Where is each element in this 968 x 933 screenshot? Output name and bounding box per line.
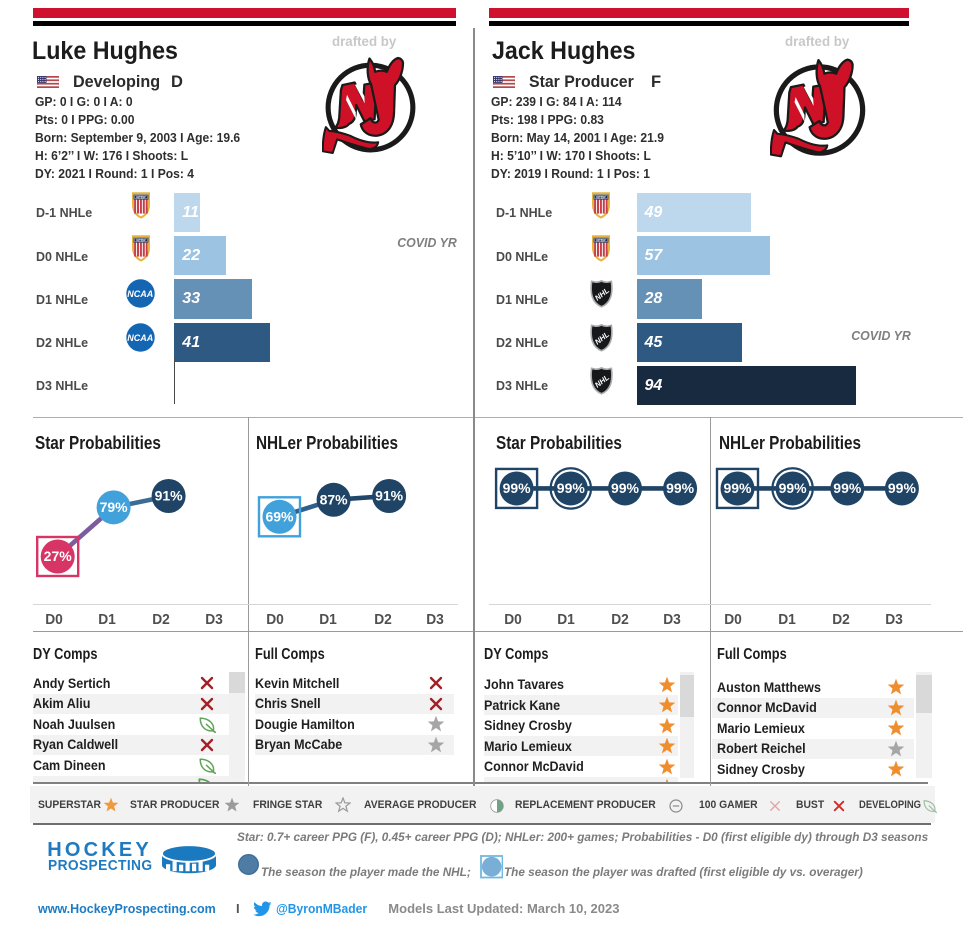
svg-text:99%: 99% xyxy=(888,480,917,496)
svg-text:NCAA: NCAA xyxy=(127,290,153,300)
svg-text:99%: 99% xyxy=(723,480,752,496)
svg-text:99%: 99% xyxy=(503,480,532,496)
svg-text:99%: 99% xyxy=(833,480,862,496)
svg-text:99%: 99% xyxy=(557,480,586,496)
svg-text:87%: 87% xyxy=(320,491,349,507)
svg-text:NCAA: NCAA xyxy=(127,333,153,343)
svg-text:91%: 91% xyxy=(375,488,404,504)
svg-text:91%: 91% xyxy=(155,488,184,504)
svg-text:NTDP: NTDP xyxy=(596,195,606,199)
svg-text:27%: 27% xyxy=(44,548,73,564)
svg-text:99%: 99% xyxy=(666,480,695,496)
svg-text:NTDP: NTDP xyxy=(136,195,146,199)
svg-text:69%: 69% xyxy=(265,508,294,524)
svg-text:NTDP: NTDP xyxy=(136,239,146,243)
svg-text:79%: 79% xyxy=(100,499,129,515)
svg-text:99%: 99% xyxy=(611,480,640,496)
svg-text:NTDP: NTDP xyxy=(596,239,606,243)
svg-text:99%: 99% xyxy=(779,480,808,496)
